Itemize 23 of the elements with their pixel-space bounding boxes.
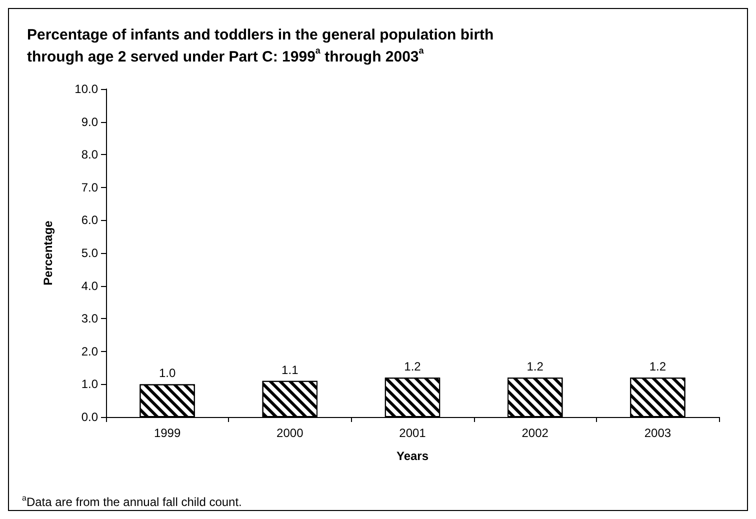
y-tick-label: 8.0 [81, 148, 98, 162]
y-tick-label: 6.0 [81, 213, 98, 228]
y-tick-label: 3.0 [81, 312, 98, 326]
data-label: 1.2 [404, 360, 422, 374]
y-tick-label: 9.0 [81, 114, 98, 129]
data-label: 1.2 [649, 360, 666, 374]
y-tick-label: 0.0 [81, 410, 98, 424]
y-tick-label: 7.0 [81, 180, 98, 194]
y-axis-title: Percentage [41, 220, 55, 286]
y-tick-label: 4.0 [81, 278, 98, 293]
y-tick-label: 5.0 [81, 246, 98, 260]
data-label: 1.2 [526, 360, 544, 374]
y-tick-label: 1.0 [81, 377, 98, 392]
y-tick-label: 2.0 [81, 344, 98, 358]
data-label: 1.1 [282, 362, 299, 377]
data-label: 1.0 [158, 366, 176, 380]
y-tick-label: 10.0 [74, 82, 98, 96]
x-tick-label: 2002 [522, 426, 549, 440]
x-tick-label: 1999 [154, 426, 181, 440]
x-tick-label: 2000 [276, 426, 304, 440]
x-tick-label: 2001 [399, 426, 426, 440]
x-axis-title: Years [396, 449, 429, 463]
x-tick-label: 2003 [644, 426, 672, 440]
